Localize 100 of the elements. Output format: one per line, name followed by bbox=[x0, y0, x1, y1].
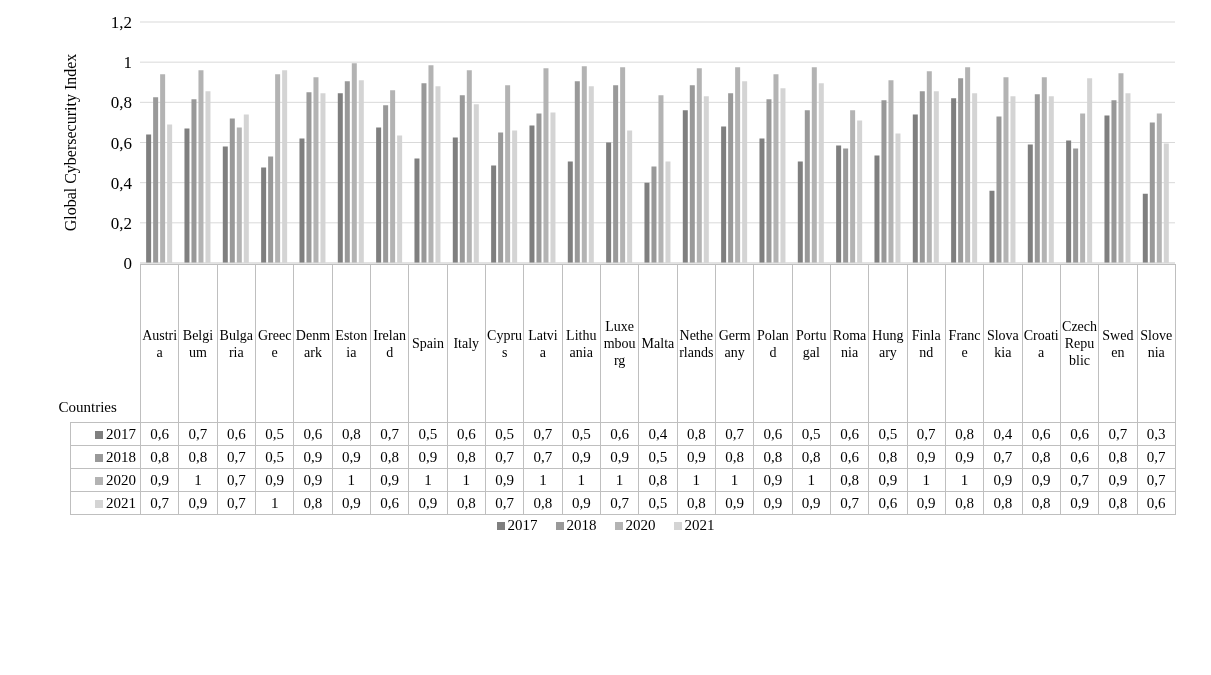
bar bbox=[881, 100, 887, 263]
data-label: 0,7 bbox=[523, 445, 563, 469]
bar bbox=[337, 93, 343, 263]
data-label: 0,5 bbox=[638, 491, 678, 515]
data-label: 0,9 bbox=[293, 468, 333, 492]
x-tick-label: Denmark bbox=[293, 264, 333, 423]
data-label: 0,5 bbox=[638, 445, 678, 469]
bar bbox=[191, 99, 197, 263]
data-label: 0,9 bbox=[677, 445, 716, 469]
data-label: 0,4 bbox=[983, 422, 1023, 446]
data-label: 0,8 bbox=[370, 445, 409, 469]
x-tick-label: Hungary bbox=[868, 264, 908, 423]
bar bbox=[919, 91, 925, 263]
x-tick-label: Austria bbox=[140, 264, 179, 423]
bar bbox=[261, 167, 267, 263]
data-label: 0,7 bbox=[830, 491, 869, 515]
bar bbox=[376, 127, 382, 263]
bar bbox=[951, 98, 957, 263]
data-label: 0,7 bbox=[983, 445, 1023, 469]
data-label: 0,6 bbox=[140, 422, 179, 446]
x-tick-label: France bbox=[945, 264, 984, 423]
bar bbox=[1003, 77, 1009, 263]
data-label: 0,5 bbox=[255, 422, 294, 446]
data-label: 0,7 bbox=[178, 422, 218, 446]
data-label: 0,9 bbox=[753, 491, 793, 515]
x-tick-label: Slovenia bbox=[1137, 264, 1176, 423]
x-tick-label: Portugal bbox=[792, 264, 831, 423]
data-label: 0,3 bbox=[1137, 422, 1176, 446]
data-label: 0,8 bbox=[1098, 445, 1138, 469]
data-label: 0,7 bbox=[140, 491, 179, 515]
bar bbox=[689, 85, 695, 263]
data-label: 0,9 bbox=[140, 468, 179, 492]
data-label: 0,9 bbox=[1060, 491, 1099, 515]
data-label: 0,7 bbox=[485, 491, 524, 515]
bar bbox=[222, 146, 228, 263]
text: 2021 bbox=[684, 517, 715, 533]
data-label: 0,9 bbox=[255, 468, 294, 492]
bar bbox=[581, 66, 587, 263]
data-label: 1 bbox=[945, 468, 984, 492]
bar bbox=[721, 126, 727, 263]
data-label: 0,8 bbox=[792, 445, 831, 469]
bar bbox=[268, 156, 274, 263]
bar bbox=[989, 190, 995, 263]
data-label: 0,6 bbox=[1060, 445, 1099, 469]
data-label: 0,8 bbox=[523, 491, 563, 515]
data-label: 1 bbox=[792, 468, 831, 492]
text: 2018 bbox=[566, 517, 597, 533]
x-tick-label: Finland bbox=[907, 264, 946, 423]
bar bbox=[459, 95, 465, 263]
bar bbox=[926, 71, 932, 263]
x-tick-label: Malta bbox=[638, 264, 678, 423]
data-label: 1 bbox=[677, 468, 716, 492]
data-label: 1 bbox=[178, 468, 218, 492]
bar bbox=[390, 90, 396, 263]
bar bbox=[344, 81, 350, 263]
x-tick-label: Greece bbox=[255, 264, 294, 423]
x-tick-label: Bulgaria bbox=[217, 264, 256, 423]
bar bbox=[728, 93, 734, 263]
bar bbox=[613, 85, 619, 263]
data-label: 0,7 bbox=[485, 445, 524, 469]
data-label: 0,5 bbox=[562, 422, 601, 446]
text: 2020 bbox=[625, 517, 656, 533]
x-tick-label: Latvia bbox=[523, 264, 563, 423]
data-label: 0,8 bbox=[945, 422, 984, 446]
x-tick-label: Croatia bbox=[1022, 264, 1061, 423]
bar bbox=[644, 182, 650, 263]
data-label: 0,8 bbox=[293, 491, 333, 515]
bar bbox=[198, 70, 204, 263]
x-tick-label: Spain bbox=[408, 264, 448, 423]
data-label: 0,7 bbox=[1060, 468, 1099, 492]
x-tick-label: Estonia bbox=[332, 264, 371, 423]
x-tick-label: Luxembourg bbox=[600, 264, 639, 423]
data-label: 0,8 bbox=[983, 491, 1023, 515]
x-tick-label: Netherlands bbox=[677, 264, 716, 423]
bar bbox=[606, 142, 612, 263]
data-label: 0,7 bbox=[217, 468, 256, 492]
y-tick-label: 1,2 bbox=[110, 13, 132, 33]
bar bbox=[874, 155, 880, 263]
data-label: 0,6 bbox=[868, 491, 908, 515]
data-label: 0,9 bbox=[370, 468, 409, 492]
data-label: 0,6 bbox=[217, 422, 256, 446]
bar bbox=[1111, 100, 1117, 263]
bar bbox=[682, 110, 688, 263]
bar bbox=[759, 138, 765, 263]
bar bbox=[735, 67, 741, 263]
y-tick-label: 0,2 bbox=[110, 213, 132, 233]
data-label: 0,7 bbox=[600, 491, 639, 515]
data-label: 0,6 bbox=[830, 422, 869, 446]
data-label: 0,9 bbox=[753, 468, 793, 492]
bar bbox=[1142, 193, 1148, 263]
bar bbox=[543, 68, 549, 263]
bar bbox=[965, 67, 971, 263]
data-label: 0,9 bbox=[408, 445, 448, 469]
data-label: 0,6 bbox=[753, 422, 793, 446]
data-label: 0,6 bbox=[370, 491, 409, 515]
bar bbox=[505, 85, 511, 263]
data-label: 0,7 bbox=[217, 445, 256, 469]
bar bbox=[811, 67, 817, 263]
data-label: 0,9 bbox=[1098, 468, 1138, 492]
data-label: 0,8 bbox=[830, 468, 869, 492]
